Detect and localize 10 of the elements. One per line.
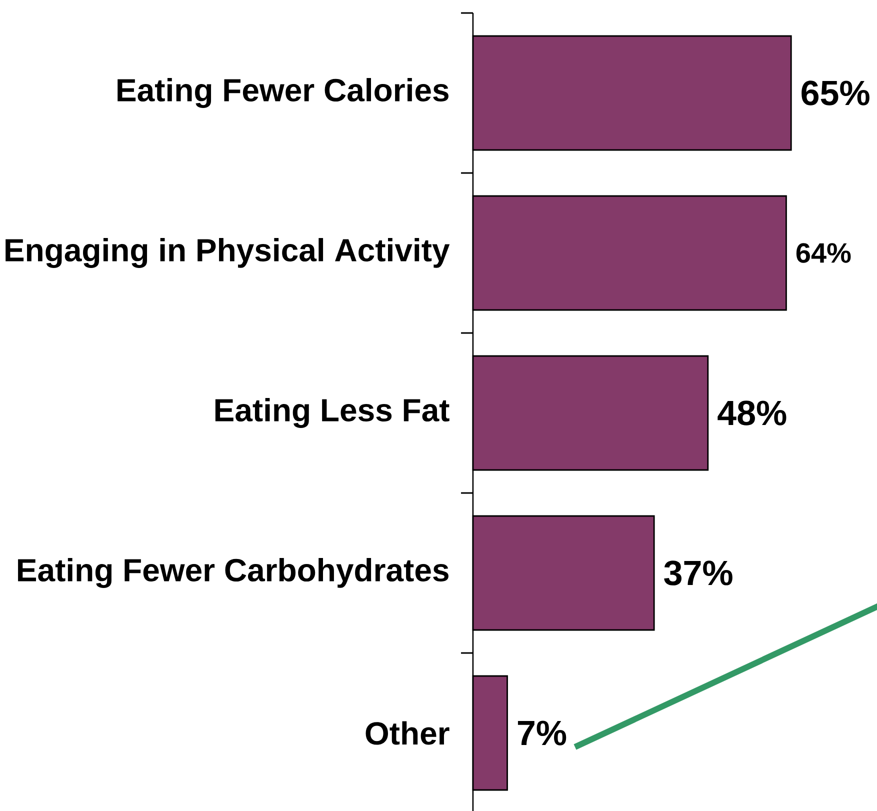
data-label: 65% — [802, 80, 870, 106]
y-tick-label: Other — [366, 721, 450, 745]
y-tick-label: Eating Less Fat — [215, 398, 450, 428]
data-label: 48% — [718, 400, 786, 426]
y-tick-label: Eating Fewer Calories — [118, 78, 448, 108]
data-label: 7% — [518, 720, 566, 746]
data-label: 37% — [664, 560, 732, 586]
y-tick-label: Engaging in Physical Activity — [6, 238, 450, 268]
y-tick-label: Eating Fewer Carbohydrates — [18, 558, 448, 588]
data-label: 64% — [796, 243, 851, 263]
